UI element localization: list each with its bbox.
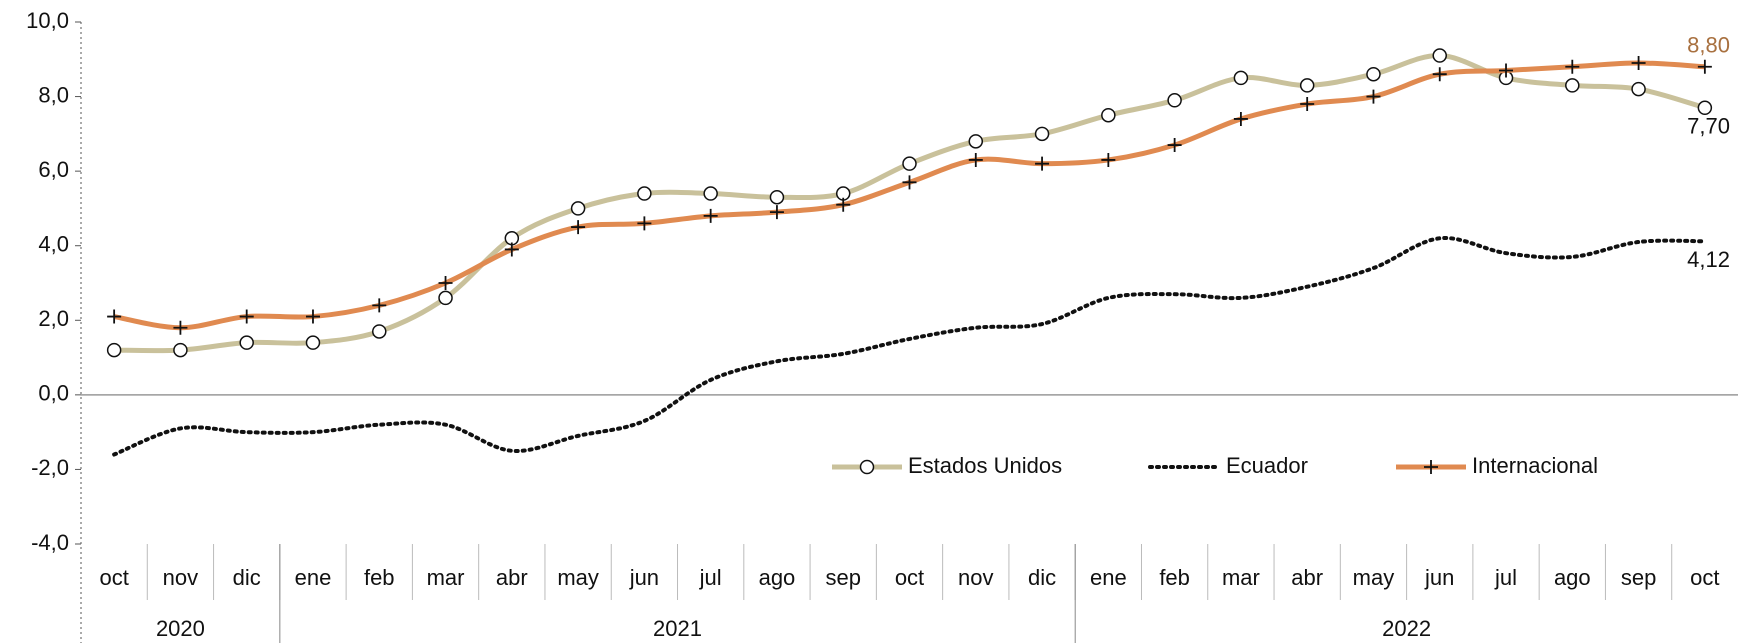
end-label: 8,80 xyxy=(1687,33,1730,58)
marker xyxy=(1565,78,1580,93)
x-tick-label: nov xyxy=(958,565,993,590)
marker xyxy=(305,335,321,350)
y-tick-label: -2,0 xyxy=(31,455,69,480)
marker xyxy=(1499,63,1514,78)
legend-label: Estados Unidos xyxy=(908,453,1062,478)
marker xyxy=(570,201,586,216)
x-tick-label: feb xyxy=(364,565,395,590)
marker xyxy=(1035,156,1050,171)
marker xyxy=(1300,97,1315,112)
marker xyxy=(438,290,453,306)
y-tick-label: 10,0 xyxy=(26,8,69,33)
year-label: 2020 xyxy=(156,616,205,641)
y-tick-label: -4,0 xyxy=(31,530,69,555)
x-tick-label: oct xyxy=(1690,565,1719,590)
marker xyxy=(1233,70,1249,86)
x-tick-label: dic xyxy=(1028,565,1056,590)
x-tick-label: oct xyxy=(895,565,924,590)
x-tick-label: jul xyxy=(699,565,722,590)
year-label: 2021 xyxy=(653,616,702,641)
marker xyxy=(372,298,387,313)
marker xyxy=(859,459,875,475)
marker xyxy=(902,175,917,190)
marker xyxy=(1424,460,1438,474)
marker xyxy=(305,309,320,324)
marker xyxy=(1565,59,1580,74)
marker xyxy=(1631,56,1646,71)
y-tick-label: 2,0 xyxy=(38,306,69,331)
marker xyxy=(769,189,785,205)
marker xyxy=(571,220,586,235)
year-label: 2022 xyxy=(1382,616,1431,641)
legend-label: Ecuador xyxy=(1226,453,1308,478)
marker xyxy=(968,134,984,149)
marker xyxy=(836,197,851,212)
x-tick-label: ene xyxy=(1090,565,1127,590)
y-tick-label: 6,0 xyxy=(38,157,69,182)
marker xyxy=(1101,152,1116,167)
marker xyxy=(173,320,188,335)
x-tick-label: mar xyxy=(1222,565,1260,590)
marker xyxy=(372,324,387,339)
series-line xyxy=(114,53,1706,354)
x-tick-label: ago xyxy=(759,565,796,590)
marker xyxy=(1697,100,1713,116)
marker xyxy=(769,205,784,220)
marker xyxy=(703,208,718,223)
legend-label: Internacional xyxy=(1472,453,1598,478)
x-tick-label: dic xyxy=(233,565,261,590)
marker xyxy=(703,186,718,201)
marker xyxy=(107,309,122,324)
marker xyxy=(239,335,254,350)
x-tick-label: abr xyxy=(496,565,528,590)
y-tick-label: 0,0 xyxy=(38,381,69,406)
marker xyxy=(1432,67,1447,82)
marker xyxy=(637,186,652,201)
marker xyxy=(438,276,453,290)
marker xyxy=(1366,66,1381,82)
y-tick-label: 8,0 xyxy=(38,82,69,107)
x-tick-label: nov xyxy=(163,565,198,590)
marker xyxy=(239,309,254,324)
marker xyxy=(1697,59,1712,74)
marker xyxy=(1366,89,1381,104)
marker xyxy=(1233,111,1248,126)
marker xyxy=(902,156,917,171)
end-label: 7,70 xyxy=(1687,114,1730,139)
marker xyxy=(1299,78,1315,93)
marker xyxy=(637,216,652,231)
x-tick-label: may xyxy=(1353,565,1395,590)
x-tick-label: sep xyxy=(1621,565,1656,590)
x-tick-label: jul xyxy=(1494,565,1517,590)
x-tick-label: jun xyxy=(629,565,659,590)
x-tick-label: ene xyxy=(295,565,332,590)
end-label: 4,12 xyxy=(1687,247,1730,272)
x-tick-label: oct xyxy=(99,565,128,590)
y-tick-label: 4,0 xyxy=(38,232,69,257)
marker xyxy=(1101,107,1116,123)
marker xyxy=(1167,138,1182,153)
marker xyxy=(1432,48,1447,63)
x-tick-label: may xyxy=(557,565,599,590)
marker xyxy=(1034,126,1050,142)
series-line xyxy=(112,236,1707,457)
marker xyxy=(106,342,122,358)
x-tick-label: jun xyxy=(1424,565,1454,590)
marker xyxy=(1631,81,1646,97)
x-tick-label: mar xyxy=(427,565,465,590)
x-tick-label: abr xyxy=(1291,565,1323,590)
marker xyxy=(1167,93,1182,108)
marker xyxy=(173,342,188,358)
marker xyxy=(504,242,519,257)
marker xyxy=(968,152,983,167)
x-tick-label: ago xyxy=(1554,565,1591,590)
series-line xyxy=(113,60,1706,331)
x-tick-label: sep xyxy=(825,565,860,590)
x-tick-label: feb xyxy=(1159,565,1190,590)
